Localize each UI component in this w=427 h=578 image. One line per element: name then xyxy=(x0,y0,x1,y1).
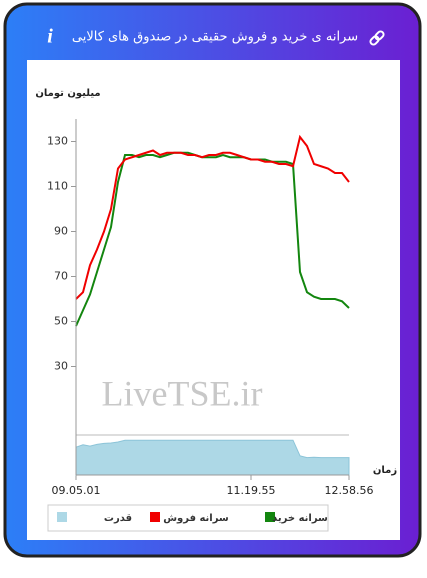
legend-swatch xyxy=(265,512,275,522)
y-tick-label: 130 xyxy=(47,135,68,148)
info-icon[interactable]: i xyxy=(47,26,53,48)
link-icon[interactable] xyxy=(369,30,385,46)
y-tick-label: 70 xyxy=(54,270,68,283)
power-area xyxy=(75,439,350,476)
y-tick-label: 30 xyxy=(54,360,68,373)
legend-swatch xyxy=(150,512,160,522)
y-tick-label: 90 xyxy=(54,225,68,238)
header-title: سرانه ی خرید و فروش حقیقی در صندوق های ک… xyxy=(72,30,358,45)
x-tick-label: 09.05.01 xyxy=(52,484,101,497)
series-line xyxy=(75,151,350,327)
legend-label: سرانه فروش xyxy=(163,513,229,524)
y-tick-label: 110 xyxy=(47,180,68,193)
y-tick-label: 50 xyxy=(54,315,68,328)
legend-label: سرانه خرید xyxy=(272,513,328,524)
x-axis-label: زمان xyxy=(373,465,397,476)
x-tick-label: 12.58.56 xyxy=(325,484,374,497)
y-axis-label: میلیون تومان xyxy=(35,88,100,99)
legend xyxy=(47,504,329,532)
x-tick-label: 11.19.55 xyxy=(227,484,276,497)
watermark: LiveTSE.ir xyxy=(102,373,263,413)
series-line xyxy=(75,134,350,300)
legend-label: قدرت xyxy=(104,513,132,524)
legend-swatch xyxy=(57,512,67,522)
